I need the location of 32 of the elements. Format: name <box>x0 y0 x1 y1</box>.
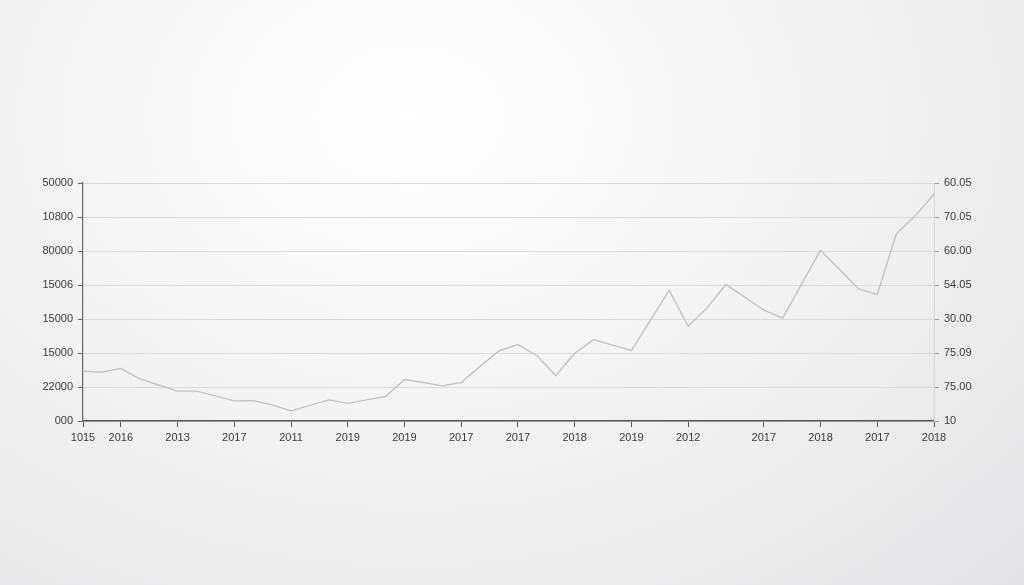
x-tick-label: 2019 <box>619 430 644 443</box>
x-tick-label: 2017 <box>448 430 474 443</box>
category-label: 10800 <box>42 210 73 223</box>
x-tick-label: 2016 <box>108 430 134 443</box>
category-label: 50000 <box>42 176 73 189</box>
category-label: 000 <box>54 414 73 427</box>
x-tick-label: 2017 <box>865 430 890 443</box>
category-label: 15000 <box>42 346 73 359</box>
category-label: 75.00 <box>944 380 972 393</box>
x-tick-label: 2017 <box>505 430 531 443</box>
x-tick-label: 2013 <box>165 430 190 443</box>
x-tick-label: 2012 <box>675 430 701 443</box>
category-label: 15000 <box>42 312 73 325</box>
category-label: 30.00 <box>944 312 972 325</box>
category-label: 60.00 <box>944 244 972 257</box>
category-label: 60.05 <box>944 176 972 189</box>
category-label: 15006 <box>42 278 73 291</box>
x-tick-label: 2018 <box>921 430 947 443</box>
x-tick-label: 2018 <box>808 430 833 443</box>
x-tick-label: 2017 <box>222 430 247 443</box>
x-tick-label: 2019 <box>392 430 417 443</box>
category-label: 54.05 <box>944 278 972 291</box>
category-label: 10 <box>944 414 957 427</box>
x-tick-label: 2018 <box>562 430 587 443</box>
category-label: 80000 <box>42 244 73 257</box>
x-tick-label: 2019 <box>335 430 360 443</box>
x-tick-label: 1015 <box>70 430 96 443</box>
category-label: 70.05 <box>944 210 972 223</box>
category-label: 75.09 <box>944 346 972 359</box>
x-tick-label: 2017 <box>751 430 777 443</box>
category-label: 22000 <box>42 380 73 393</box>
x-tick-label: 2011 <box>279 430 303 443</box>
